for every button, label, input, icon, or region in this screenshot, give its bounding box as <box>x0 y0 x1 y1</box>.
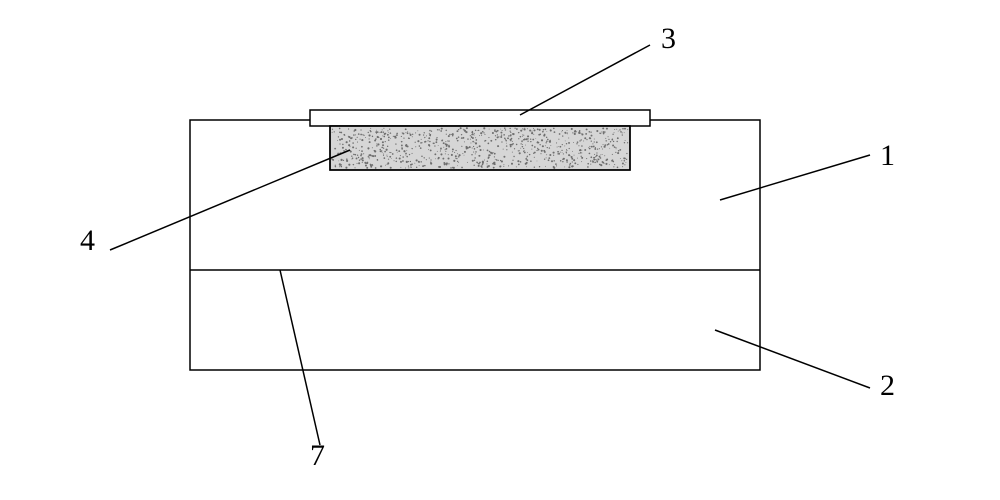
callout-line-4 <box>110 150 350 250</box>
callout-line-7 <box>280 270 320 445</box>
callout-line-1 <box>720 155 870 200</box>
inner-rect-4 <box>330 126 630 170</box>
callout-line-2 <box>715 330 870 388</box>
slab-3 <box>310 110 650 126</box>
callout-label-1: 1 <box>880 139 895 172</box>
callout-label-2: 2 <box>880 369 895 402</box>
callout-label-3: 3 <box>661 22 676 55</box>
callout-label-7: 7 <box>310 439 325 472</box>
diagram-canvas: 3 1 2 4 7 <box>0 0 1000 500</box>
callout-line-3 <box>520 45 650 115</box>
callout-label-4: 4 <box>80 224 95 257</box>
